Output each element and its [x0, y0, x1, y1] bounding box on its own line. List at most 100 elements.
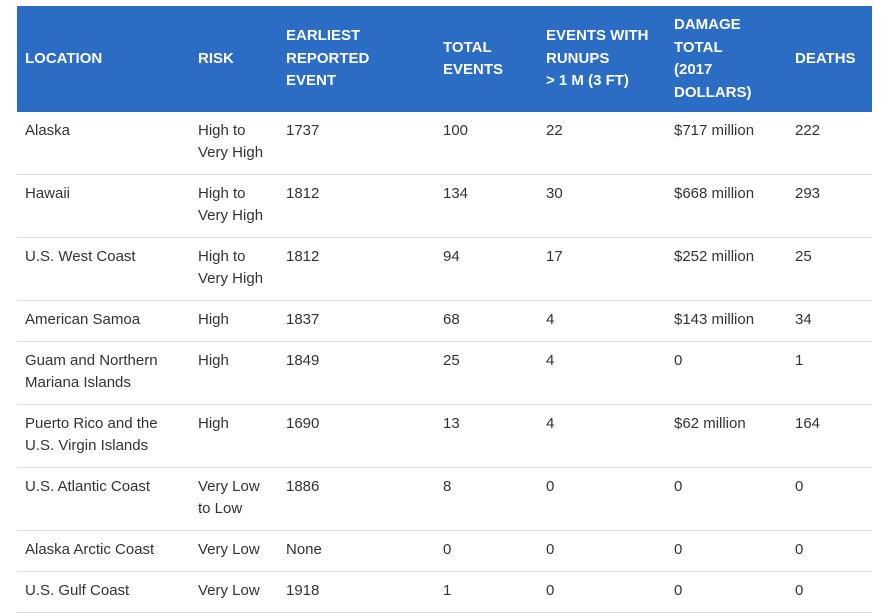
table-cell: 0 [435, 530, 538, 572]
table-cell: $143 million [666, 300, 787, 342]
table-cell: $62 million [666, 404, 787, 468]
table-cell: 25 [787, 237, 872, 301]
table-cell: High to Very High [190, 174, 278, 238]
header-line: TOTAL [674, 38, 723, 56]
table-cell: 25 [435, 341, 538, 405]
table-cell: 1 [435, 571, 538, 613]
table-cell: High [190, 404, 278, 468]
table-row: U.S. Atlantic Coast Very Low to Low 1886 8 0… [17, 467, 872, 531]
table-cell: Guam and Northern Mariana Islands [17, 341, 190, 405]
table-cell: 1886 [278, 467, 435, 531]
header-line: EVENTS WITH [546, 27, 649, 45]
header-line: (2017 [674, 61, 713, 78]
header-line: DEATHS [795, 49, 856, 67]
table-row: Alaska Arctic Coast Very Low None 0 0 0 0 [17, 530, 872, 572]
table-cell: 17 [538, 237, 666, 301]
table-cell: 222 [787, 112, 872, 175]
table-row: American Samoa High 1837 68 4 $143 million 34 [17, 300, 872, 342]
header-row: LOCATION RISK EARLIEST REPORTED EVENT TOTAL EV… [17, 6, 872, 112]
table-cell: 30 [538, 174, 666, 238]
table-cell: 1918 [278, 571, 435, 613]
table-cell: 68 [435, 300, 538, 342]
table-cell: 0 [538, 530, 666, 572]
header-line: RUNUPS [546, 49, 610, 67]
table-cell: 13 [435, 404, 538, 468]
table-cell: High to Very High [190, 112, 278, 175]
table-cell: 4 [538, 404, 666, 468]
table-cell: 0 [666, 341, 787, 405]
header-line: RISK [198, 49, 234, 67]
column-header: DAMAGE TOTAL (2017 DOLLARS) [666, 6, 787, 112]
header-line: EVENTS [443, 61, 504, 78]
table-cell: 1837 [278, 300, 435, 342]
table-cell: U.S. Gulf Coast [17, 571, 190, 613]
table-cell: 1 [787, 341, 872, 405]
header-line: DAMAGE [674, 16, 741, 33]
table-cell: 4 [538, 300, 666, 342]
table-cell: Alaska [17, 112, 190, 175]
table-cell: 1690 [278, 404, 435, 468]
table-cell: 0 [787, 530, 872, 572]
header-line: LOCATION [25, 49, 103, 67]
table-cell: 4 [538, 341, 666, 405]
table-row: Hawaii High to Very High 1812 134 30 $668 mil… [17, 174, 872, 238]
table-cell: 1812 [278, 174, 435, 238]
table-cell: 8 [435, 467, 538, 531]
table-cell: None [278, 530, 435, 572]
table-cell: 34 [787, 300, 872, 342]
table-cell: 1812 [278, 237, 435, 301]
table-cell: Alaska Arctic Coast [17, 530, 190, 572]
table-cell: 0 [787, 467, 872, 531]
column-header: DEATHS [787, 6, 872, 112]
table-cell: $717 million [666, 112, 787, 175]
table-cell: $668 million [666, 174, 787, 238]
table-row: U.S. West Coast High to Very High 1812 94 17… [17, 237, 872, 301]
table-row: Puerto Rico and the U.S. Virgin Islands H… [17, 404, 872, 468]
column-header: EARLIEST REPORTED EVENT [278, 6, 435, 112]
header-line: EARLIEST [286, 27, 361, 45]
table-row: Alaska High to Very High 1737 100 22 $717 mil… [17, 112, 872, 175]
table-cell: Very Low [190, 571, 278, 613]
header-line: EVENT [286, 72, 337, 90]
table-cell: Very Low [190, 530, 278, 572]
header-line: TOTAL [443, 38, 492, 56]
table-cell: 164 [787, 404, 872, 468]
table-cell: 293 [787, 174, 872, 238]
table-cell: Very Low to Low [190, 467, 278, 531]
table-cell: U.S. West Coast [17, 237, 190, 301]
table-row: Guam and Northern Mariana Islands High 184… [17, 341, 872, 405]
table-cell: 0 [538, 571, 666, 613]
table-cell: Hawaii [17, 174, 190, 238]
column-header: LOCATION [17, 6, 190, 112]
table-cell: High [190, 300, 278, 342]
table-head: LOCATION RISK EARLIEST REPORTED EVENT TOTAL EV… [17, 6, 872, 112]
data-table: LOCATION RISK EARLIEST REPORTED EVENT TOTAL EV… [17, 6, 872, 613]
column-header: EVENTS WITH RUNUPS > 1 M (3 FT) [538, 6, 666, 112]
table-row: U.S. Gulf Coast Very Low 1918 1 0 0 0 [17, 571, 872, 613]
table-cell: Puerto Rico and the U.S. Virgin Islands [17, 404, 190, 468]
table-cell: 0 [666, 467, 787, 531]
table-cell: American Samoa [17, 300, 190, 342]
table-cell: 1849 [278, 341, 435, 405]
table-cell: U.S. Atlantic Coast [17, 467, 190, 531]
table-cell: 1737 [278, 112, 435, 175]
column-header: TOTAL EVENTS [435, 6, 538, 112]
column-header: RISK [190, 6, 278, 112]
table-cell: 0 [666, 571, 787, 613]
table-cell: 94 [435, 237, 538, 301]
table-cell: High [190, 341, 278, 405]
table-cell: 0 [538, 467, 666, 531]
table-cell: 100 [435, 112, 538, 175]
table-cell: $252 million [666, 237, 787, 301]
table-cell: High to Very High [190, 237, 278, 301]
table-cell: 0 [666, 530, 787, 572]
header-line: REPORTED [286, 49, 370, 67]
header-line: DOLLARS) [674, 83, 752, 101]
table-cell: 134 [435, 174, 538, 238]
table-body: Alaska High to Very High 1737 100 22 $717 mil… [17, 112, 872, 613]
table-cell: 22 [538, 112, 666, 175]
header-line: > 1 M (3 FT) [546, 72, 629, 90]
table-cell: 0 [787, 571, 872, 613]
